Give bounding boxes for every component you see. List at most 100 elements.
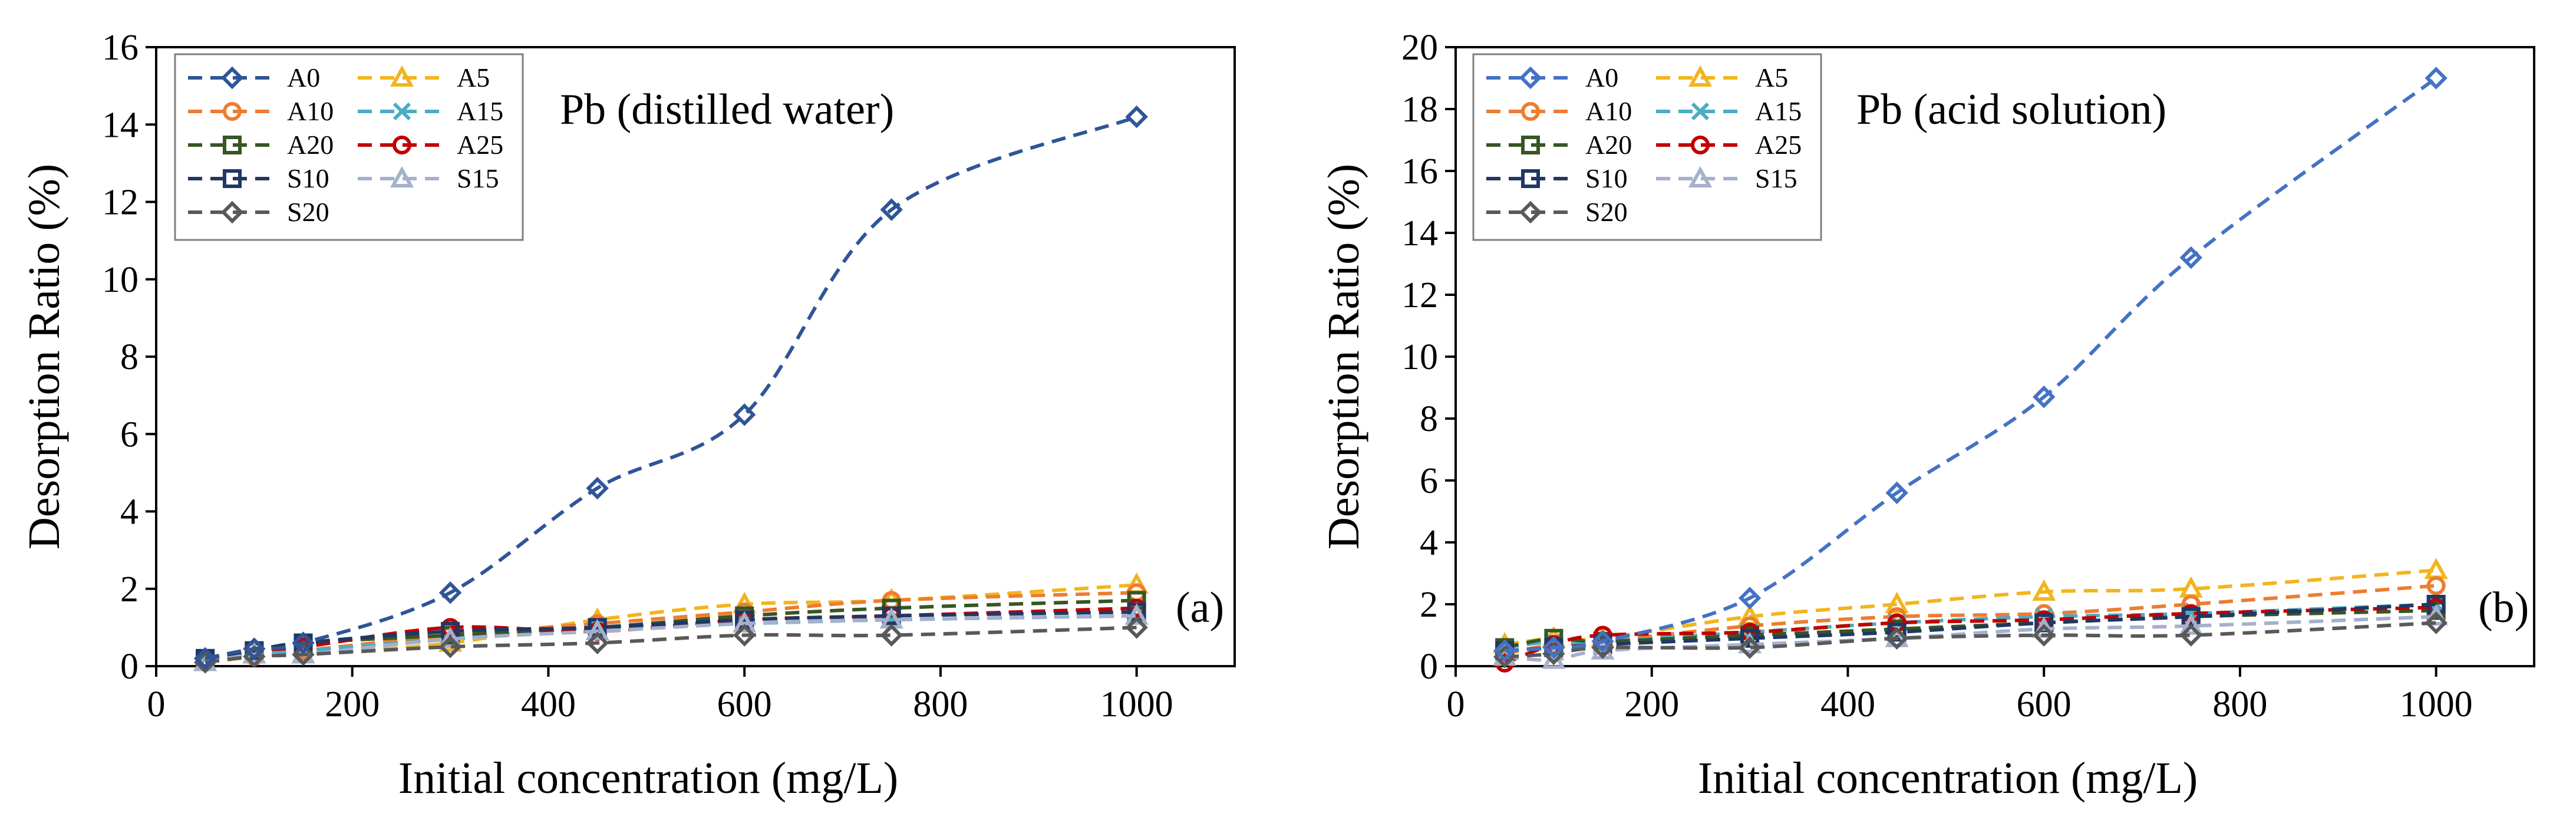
panel-b-panel-label: (b) xyxy=(2478,584,2529,632)
panel-b-series-s10-point-3 xyxy=(1740,628,1760,648)
panel-b-legend-item-a15: A15 xyxy=(1656,96,1802,126)
panel-a-series-a0-point-7 xyxy=(1125,105,1148,129)
panel-b-annotation: Pb (acid solution) xyxy=(1856,85,2166,134)
panel-b-ytick-label-1: 2 xyxy=(1420,585,1438,625)
panel-b-xtick-label-4: 800 xyxy=(2212,684,2267,725)
panel-a-series-s20 xyxy=(193,616,1148,674)
panel-a-legend-marker-a0 xyxy=(220,66,244,90)
panel-b-ytick-label-5: 10 xyxy=(1401,337,1438,377)
panel-b-xtick-label-0: 0 xyxy=(1447,684,1465,725)
panel-b-series-a5-point-4 xyxy=(1885,591,1909,613)
panel-b-legend-marker-a15 xyxy=(1691,102,1710,121)
panel-a-ytick-label-5: 10 xyxy=(102,260,138,300)
panel-b-series-a0 xyxy=(1493,67,2448,662)
panel-b-legend-marker-s10 xyxy=(1521,169,1540,188)
panel-b-ytick-label-4: 8 xyxy=(1420,399,1438,439)
panel-b-series-a0-point-7 xyxy=(2425,67,2448,90)
panel-b-legend-label-s15: S15 xyxy=(1755,163,1797,193)
panel-a-series-s20-line xyxy=(205,625,1137,664)
panel-b-series-s20-point-7 xyxy=(2425,611,2448,634)
panel-a-series-a0-point-3 xyxy=(438,581,462,604)
panel-b-legend-label-s20: S20 xyxy=(1585,197,1628,227)
panel-a-xtick-label-4: 800 xyxy=(913,684,968,725)
panel-b-series-a0-point-2 xyxy=(1591,630,1614,653)
panel-a-series-a0-point-5 xyxy=(733,403,756,426)
panel-a-series-a0-point-0 xyxy=(193,647,217,670)
panel-a-ytick-label-4: 8 xyxy=(120,337,138,377)
panel-b-legend-marker-a25 xyxy=(1691,136,1710,154)
panel-b-series-a5-point-5 xyxy=(2032,579,2056,601)
panel-a-legend-marker-a20 xyxy=(223,136,242,154)
panel-b-xtick-label-2: 400 xyxy=(1820,684,1875,725)
panel-a-series-s15-point-5 xyxy=(733,611,757,633)
panel-b-series-a0-point-1 xyxy=(1542,636,1565,659)
panel-b-ytick-label-3: 6 xyxy=(1420,461,1438,501)
panel-b-ytick-label-7: 14 xyxy=(1401,213,1438,253)
panel-a-series-s20-point-5 xyxy=(733,624,756,647)
panel-a-legend-marker-a25 xyxy=(392,136,411,154)
panel-b-series-s20-point-3 xyxy=(1738,636,1762,659)
panel-a-series-s20-point-3 xyxy=(438,635,462,659)
panel-a-legend-marker-s15 xyxy=(390,166,414,187)
panel-a-series-s15-point-4 xyxy=(585,618,609,640)
panel-b-series-s15-point-7 xyxy=(2424,604,2448,625)
panel-a-legend-item-s10: S10 xyxy=(188,163,329,193)
panel-b-legend-item-a0: A0 xyxy=(1486,62,1618,93)
panel-a-legend-label-a0: A0 xyxy=(287,62,320,93)
panel-a-annotation: Pb (distilled water) xyxy=(560,85,894,134)
panel-b-y-axis-title: Desorption Ratio (%) xyxy=(1319,164,1368,549)
panel-a-series-a0 xyxy=(193,105,1148,670)
panel-a-ytick-label-2: 4 xyxy=(120,492,138,532)
panel-b-series-a0-point-6 xyxy=(2179,246,2202,269)
panel-a-legend-item-s15: S15 xyxy=(358,163,499,193)
panel-b-legend-label-a15: A15 xyxy=(1755,96,1802,126)
panel-b-legend-label-a5: A5 xyxy=(1755,62,1788,93)
panel-b-legend-item-s15: S15 xyxy=(1656,163,1797,193)
panel-b-legend-label-a20: A20 xyxy=(1585,130,1632,160)
panel-b-ytick-label-6: 12 xyxy=(1401,275,1438,315)
panel-a-y-axis-title: Desorption Ratio (%) xyxy=(19,164,69,549)
panel-a-xtick-label-3: 600 xyxy=(717,684,772,725)
panel-a-legend-label-a10: A10 xyxy=(287,96,334,126)
panel-b-ytick-label-9: 18 xyxy=(1401,90,1438,130)
panel-a-ytick-label-8: 16 xyxy=(102,28,138,68)
panel-a-legend-item-s20: S20 xyxy=(188,197,329,227)
panel-b-legend-item-s20: S20 xyxy=(1486,197,1628,227)
panel-a-series-a0-point-4 xyxy=(586,476,609,500)
panel-a-xtick-label-2: 400 xyxy=(521,684,576,725)
panel-a-legend-item-a20: A20 xyxy=(188,130,334,160)
panel-b-legend-item-a20: A20 xyxy=(1486,130,1632,160)
panel-a-series-s15-point-3 xyxy=(438,626,463,648)
panel-b-ytick-label-0: 0 xyxy=(1420,647,1438,687)
panel-b-series-a0-point-0 xyxy=(1493,639,1516,662)
panel-a-legend-marker-s10 xyxy=(223,169,242,188)
panel-a-legend-item-a15: A15 xyxy=(358,96,503,126)
panel-b-series-a0-point-5 xyxy=(2032,386,2056,409)
panel-b-series-a0-point-3 xyxy=(1738,587,1762,610)
panel-a-legend-marker-a15 xyxy=(392,102,411,121)
panel-a-series-a0-point-1 xyxy=(243,637,266,660)
panel-a-legend-label-s20: S20 xyxy=(287,197,329,227)
panel-a-legend-label-a15: A15 xyxy=(457,96,503,126)
panel-b-ytick-label-2: 4 xyxy=(1420,523,1438,563)
panel-b-legend-marker-a10 xyxy=(1521,102,1540,121)
panel-b-series-s15-point-6 xyxy=(2179,613,2203,635)
panel-b-xtick-label-5: 1000 xyxy=(2400,684,2473,725)
panel-a-series-a0-line xyxy=(205,115,1137,660)
panel-b-legend-marker-s20 xyxy=(1519,200,1542,224)
panel-a-series-s10-line xyxy=(205,610,1137,660)
panel-a-x-axis-title: Initial concentration (mg/L) xyxy=(398,753,898,803)
panel-b-series-s20-line xyxy=(1505,621,2436,659)
panel-b-ytick-label-8: 16 xyxy=(1401,152,1438,192)
panel-b-xtick-label-3: 600 xyxy=(2017,684,2072,725)
panel-a-panel-label: (a) xyxy=(1176,584,1224,632)
panel-a-ytick-label-6: 12 xyxy=(102,183,138,223)
panel-a-series-s20-point-7 xyxy=(1125,616,1148,639)
panel-a-series-s20-point-4 xyxy=(586,631,609,654)
panel-a-xtick-label-5: 1000 xyxy=(1100,684,1173,725)
panel-a-legend-item-a5: A5 xyxy=(358,62,490,93)
panel-a-legend-item-a25: A25 xyxy=(358,130,503,160)
